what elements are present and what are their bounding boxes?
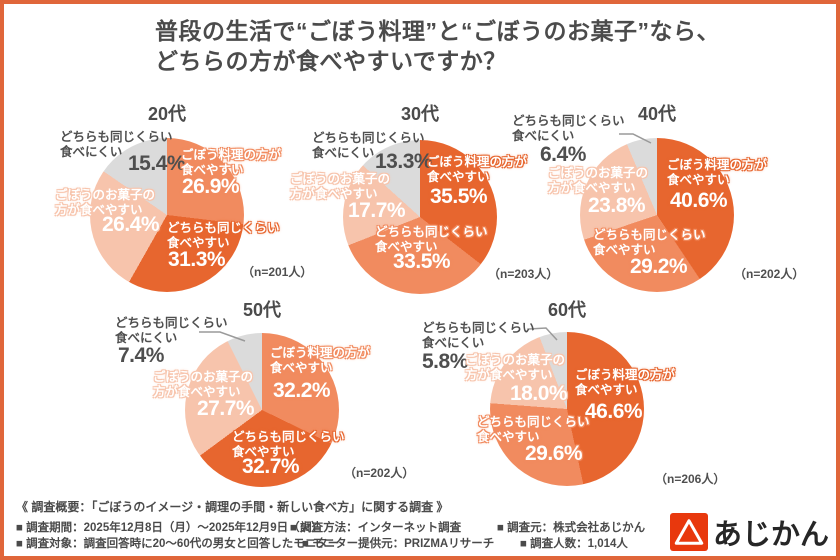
segment-label-gobo-dish: ごぼう料理の方が 食べやすい xyxy=(427,155,528,184)
segment-value-both-easy: 33.5% xyxy=(393,250,451,273)
segment-value-gobo-sweets: 17.7% xyxy=(348,199,406,222)
triangle-icon xyxy=(670,513,708,551)
page-title-line2: どちらの方が食べやすいですか？ xyxy=(155,48,507,74)
segment-label-both-easy: どちらも同じくらい 食べやすい xyxy=(232,430,345,459)
segment-value-gobo-sweets: 23.8% xyxy=(588,194,646,217)
pie-chart-50s: 50代 どちらも同じくらい 食べにくい 7.4% ごぼう料理の方が 食べやすい … xyxy=(96,296,414,496)
sample-size-label: （n=201人） xyxy=(242,265,313,279)
segment-value-both-hard: 7.4% xyxy=(118,344,164,367)
page-title-line1: 普段の生活で“ごぼう料理”と“ごぼうのお菓子”なら、 xyxy=(155,18,720,44)
pie-chart-30s: 30代 どちらも同じくらい 食べにくい 13.3% ごぼう料理の方が 食べやすい… xyxy=(282,100,562,294)
segment-label-gobo-dish: ごぼう料理の方が 食べやすい xyxy=(667,158,768,187)
segment-value-gobo-sweets: 27.7% xyxy=(197,397,255,420)
sample-size-label: （n=206人） xyxy=(655,472,726,486)
survey-respondents: ■ 調査人数：1,014人 xyxy=(520,538,628,550)
survey-summary: 《 調査概要：「ごぼうのイメージ・調理の手間・新しい食べ方」に関する調査 》 xyxy=(16,500,449,514)
segment-label-both-easy: どちらも同じくらい 食べやすい xyxy=(167,221,280,250)
segment-label-both-hard: どちらも同じくらい 食べにくい xyxy=(312,131,425,160)
sample-size-label: （n=203人） xyxy=(488,267,559,281)
pie-chart-20s: 20代 どちらも同じくらい 食べにくい 15.4% ごぼう料理の方が 食べやすい… xyxy=(28,100,313,292)
survey-source: ■ 調査元：株式会社あじかん xyxy=(497,522,646,534)
segment-value-gobo-dish: 32.2% xyxy=(273,379,331,402)
segment-value-both-easy: 31.3% xyxy=(168,248,226,271)
segment-value-gobo-dish: 35.5% xyxy=(430,185,488,208)
segment-label-gobo-sweets: ごぼうのお菓子の 方が食べやすい xyxy=(548,166,649,195)
pie-50s xyxy=(185,333,339,487)
segment-value-gobo-sweets: 18.0% xyxy=(510,382,568,405)
segment-label-both-easy: どちらも同じくらい 食べやすい xyxy=(375,225,488,254)
segment-label-both-hard: どちらも同じくらい 食べにくい xyxy=(512,114,625,143)
chart-title-40s: 40代 xyxy=(637,104,677,124)
segment-value-both-easy: 32.7% xyxy=(242,455,300,478)
company-logo-text: あじかん xyxy=(713,519,830,551)
segment-value-both-easy: 29.2% xyxy=(630,255,688,278)
chart-title-30s: 30代 xyxy=(400,104,440,124)
segment-label-gobo-dish: ごぼう料理の方が 食べやすい xyxy=(575,368,676,397)
survey-method: ■ 調査方法：インターネット調査 xyxy=(290,522,462,534)
segment-value-gobo-dish: 46.6% xyxy=(585,400,643,423)
segment-label-both-hard: どちらも同じくらい 食べにくい xyxy=(422,321,535,350)
segment-label-gobo-sweets: ごぼうのお菓子の 方が食べやすい xyxy=(290,172,391,201)
segment-label-both-easy: どちらも同じくらい 食べやすい xyxy=(593,228,706,257)
chart-title-60s: 60代 xyxy=(547,300,587,320)
segment-label-both-hard: どちらも同じくらい 食べにくい xyxy=(115,316,228,345)
chart-title-50s: 50代 xyxy=(242,300,282,320)
segment-value-both-hard: 13.3% xyxy=(375,150,433,173)
segment-value-both-hard: 5.8% xyxy=(422,350,468,373)
page-title: 普段の生活で“ごぼう料理”と“ごぼうのお菓子”なら、 どちらの方が食べやすいです… xyxy=(155,16,720,76)
pie-chart-60s: 60代 どちらも同じくらい 食べにくい 5.8% ごぼう料理の方が 食べやすい … xyxy=(400,296,732,496)
segment-label-both-hard: どちらも同じくらい 食べにくい xyxy=(60,130,173,159)
leader-line xyxy=(619,133,652,144)
chart-title-20s: 20代 xyxy=(147,104,187,124)
survey-period: ■ 調査期間：2025年12月8日（月）〜2025年12月9日（火） xyxy=(16,522,323,534)
survey-target: ■ 調査対象：調査回答時に20〜60代の男女と回答したモニター xyxy=(16,538,340,550)
company-logo: あじかん xyxy=(670,511,829,553)
segment-label-gobo-dish: ごぼう料理の方が 食べやすい xyxy=(270,346,371,375)
pie-30s xyxy=(343,140,497,294)
segment-label-gobo-dish: ごぼう料理の方が 食べやすい xyxy=(181,148,282,177)
segment-value-both-hard: 6.4% xyxy=(540,143,586,166)
segment-value-gobo-dish: 26.9% xyxy=(182,175,240,198)
segment-value-gobo-sweets: 26.4% xyxy=(102,213,160,236)
segment-label-gobo-sweets: ごぼうのお菓子の 方が食べやすい xyxy=(465,353,566,382)
sample-size-label: （n=202人） xyxy=(734,267,805,281)
survey-monitor-provider: ■ モニター提供元：PRIZMAリサーチ xyxy=(302,538,495,550)
leader-line xyxy=(199,331,246,342)
sample-size-label: （n=202人） xyxy=(344,466,415,480)
pie-60s xyxy=(490,332,644,486)
pie-40s xyxy=(580,138,734,292)
segment-label-gobo-sweets: ごぼうのお菓子の 方が食べやすい xyxy=(153,370,254,399)
pie-chart-40s: 40代 どちらも同じくらい 食べにくい 6.4% ごぼう料理の方が 食べやすい … xyxy=(506,100,818,292)
segment-label-both-easy: どちらも同じくらい 食べやすい xyxy=(477,415,590,444)
segment-label-gobo-sweets: ごぼうのお菓子の 方が食べやすい xyxy=(55,188,156,217)
segment-value-both-hard: 15.4% xyxy=(128,152,186,175)
pie-20s xyxy=(90,138,244,292)
segment-value-both-easy: 29.6% xyxy=(525,442,583,465)
segment-value-gobo-dish: 40.6% xyxy=(670,189,728,212)
leader-line xyxy=(528,327,558,341)
